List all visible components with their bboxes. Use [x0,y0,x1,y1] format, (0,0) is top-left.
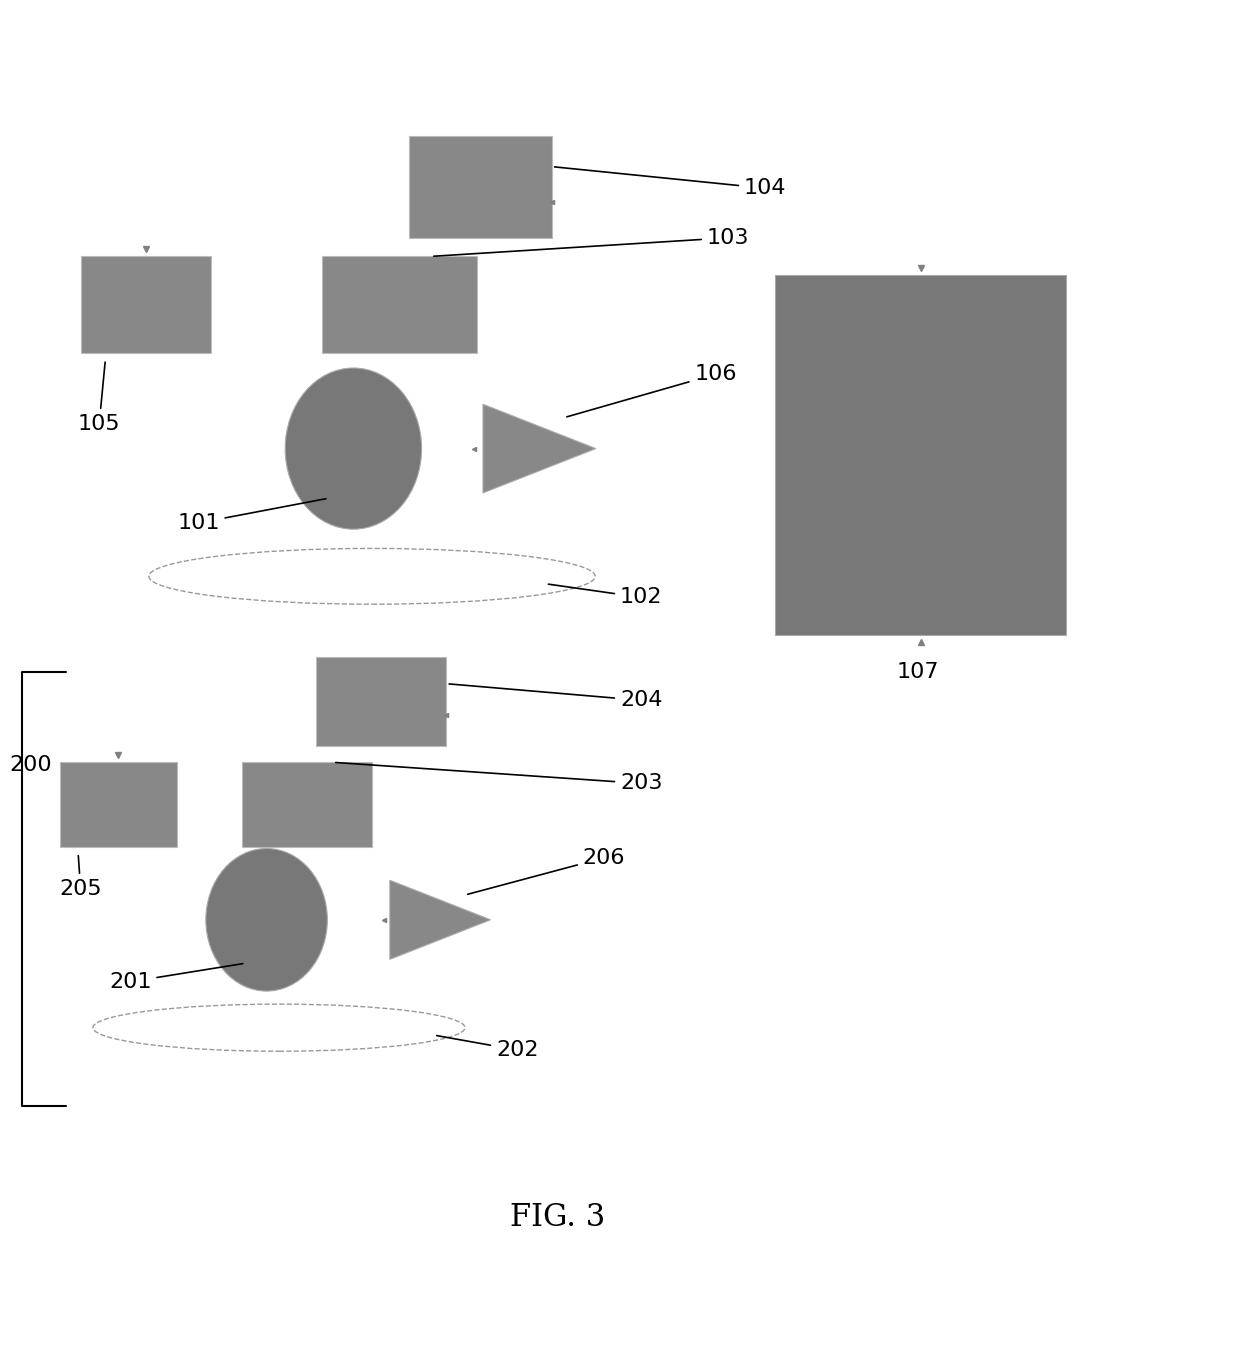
Polygon shape [484,404,595,494]
Text: 107: 107 [897,662,939,682]
Text: 105: 105 [78,362,120,434]
Text: 101: 101 [177,499,326,533]
Ellipse shape [206,849,327,991]
FancyBboxPatch shape [322,256,477,353]
Polygon shape [389,880,491,959]
Text: 202: 202 [436,1036,538,1060]
Text: 201: 201 [109,964,243,991]
Text: 104: 104 [554,167,786,198]
FancyBboxPatch shape [81,256,211,353]
Text: 203: 203 [336,762,662,793]
Text: 206: 206 [467,848,625,894]
FancyBboxPatch shape [775,275,1066,635]
Text: 205: 205 [60,856,102,899]
Text: 106: 106 [567,365,737,416]
Text: 102: 102 [548,584,662,607]
Text: 103: 103 [434,228,749,256]
Text: FIG. 3: FIG. 3 [511,1201,605,1233]
Ellipse shape [285,367,422,529]
FancyBboxPatch shape [409,136,552,237]
FancyBboxPatch shape [60,762,177,846]
FancyBboxPatch shape [242,762,372,846]
FancyBboxPatch shape [316,656,446,746]
Text: 204: 204 [449,683,662,711]
Text: 200: 200 [10,755,52,774]
